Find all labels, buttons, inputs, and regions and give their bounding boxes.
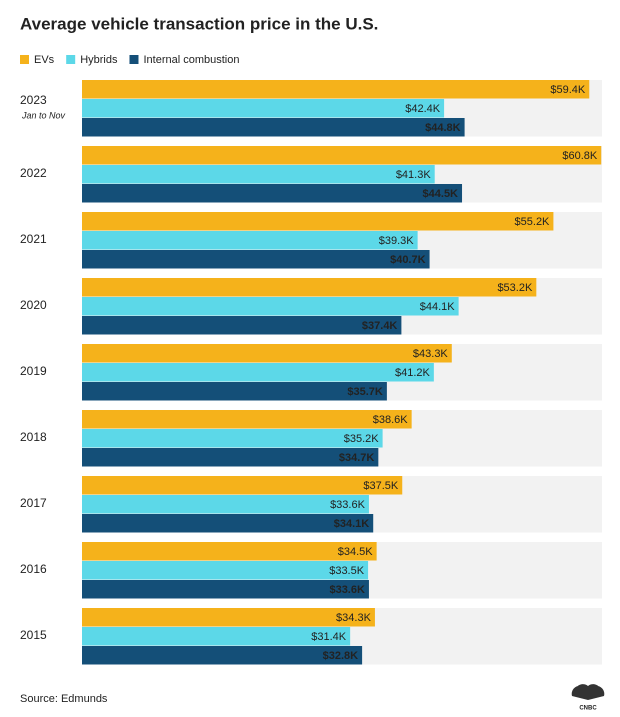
logo-text: CNBC [579, 706, 597, 712]
data-label: $33.6K [330, 499, 366, 511]
data-label: $34.7K [339, 452, 375, 464]
chart-title: Average vehicle transaction price in the… [20, 14, 378, 33]
bar [82, 410, 412, 429]
category-label: 2018 [20, 430, 47, 444]
data-label: $38.6K [373, 414, 409, 426]
data-label: $33.5K [329, 565, 365, 577]
category-label: 2023 [20, 93, 47, 107]
data-label: $44.1K [420, 301, 456, 313]
bar [82, 297, 459, 316]
data-label: $37.4K [362, 320, 398, 332]
data-label: $55.2K [515, 216, 551, 228]
category-label: 2017 [20, 496, 47, 510]
data-label: $42.4K [405, 103, 441, 115]
category-label: 2015 [20, 628, 47, 642]
bar [82, 382, 387, 401]
bar [82, 250, 430, 269]
category-label: 2020 [20, 298, 47, 312]
bar [82, 316, 402, 335]
bar [82, 561, 369, 580]
bar [82, 231, 418, 250]
bar [82, 580, 369, 599]
legend-swatch [20, 55, 29, 64]
data-label: $34.1K [334, 518, 370, 530]
legend-label: EVs [34, 54, 55, 66]
bar [82, 80, 590, 99]
bar [82, 344, 452, 363]
data-label: $33.6K [329, 584, 365, 596]
data-label: $34.3K [336, 612, 372, 624]
bar [82, 363, 434, 382]
data-label: $41.2K [395, 367, 431, 379]
bar [82, 278, 537, 297]
logo: CNBC [571, 684, 605, 712]
bar [82, 146, 602, 165]
bar [82, 184, 463, 203]
bar [82, 542, 377, 561]
bar [82, 514, 374, 533]
data-label: $53.2K [497, 282, 533, 294]
bar [82, 495, 369, 514]
bar [82, 476, 403, 495]
data-label: $44.5K [423, 188, 459, 200]
source: Source: Edmunds [20, 693, 108, 705]
category-note: Jan to Nov [21, 110, 66, 120]
category-label: 2022 [20, 166, 47, 180]
bar [82, 448, 379, 467]
data-label: $60.8K [562, 150, 598, 162]
legend-label: Internal combustion [143, 54, 239, 66]
bar [82, 99, 445, 118]
bar [82, 429, 383, 448]
data-label: $37.5K [363, 480, 399, 492]
data-label: $43.3K [413, 348, 449, 360]
bar [82, 627, 351, 646]
data-label: $59.4K [550, 84, 586, 96]
logo-icon [571, 684, 605, 700]
category-label: 2019 [20, 364, 47, 378]
data-label: $44.8K [425, 122, 461, 134]
data-label: $39.3K [379, 235, 415, 247]
category-label: 2021 [20, 232, 47, 246]
data-label: $40.7K [390, 254, 426, 266]
bar [82, 118, 465, 137]
legend-swatch [129, 55, 139, 64]
data-label: $35.7K [347, 386, 383, 398]
bar [82, 165, 435, 184]
data-label: $34.5K [338, 546, 374, 558]
bar [82, 646, 363, 665]
bar [82, 212, 554, 231]
data-label: $41.3K [396, 169, 432, 181]
legend-swatch [66, 55, 76, 64]
bar [82, 608, 375, 627]
category-label: 2016 [20, 562, 47, 576]
data-label: $35.2K [344, 433, 380, 445]
data-label: $31.4K [311, 631, 347, 643]
legend-label: Hybrids [80, 54, 118, 66]
data-label: $32.8K [323, 650, 359, 662]
